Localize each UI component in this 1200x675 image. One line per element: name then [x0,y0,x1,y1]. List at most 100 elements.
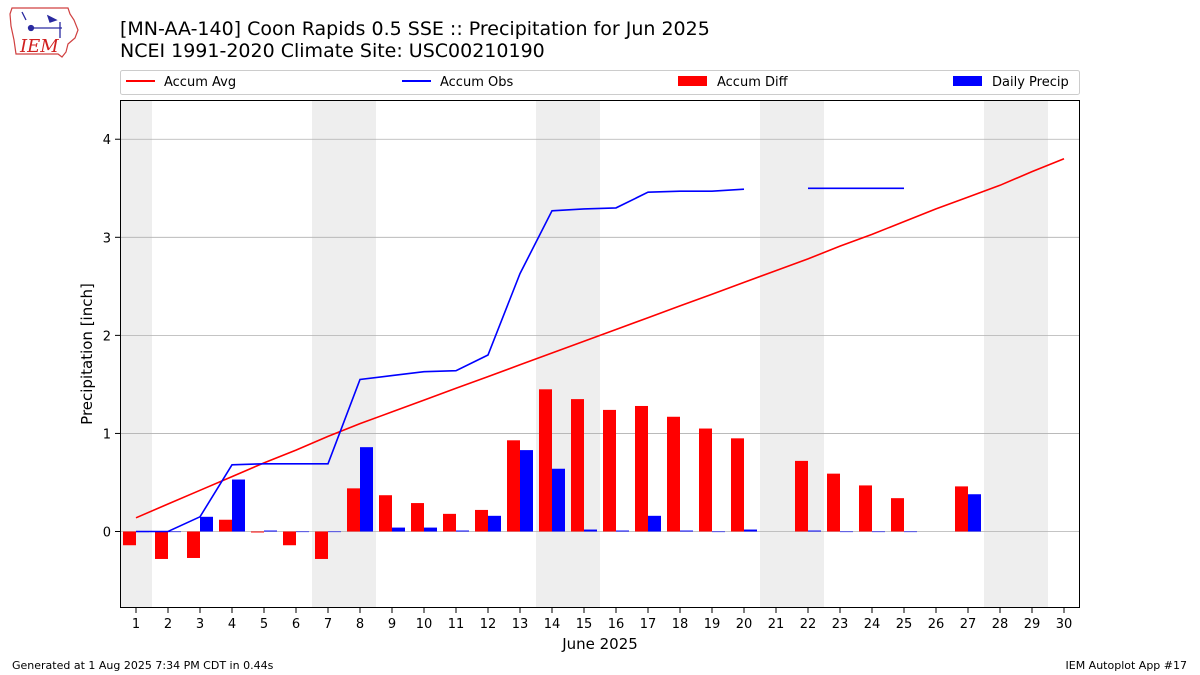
iem-logo-text: IEM [19,36,59,57]
x-tick-label: 10 [416,617,433,632]
x-axis-label: June 2025 [561,635,638,653]
daily-precip-bar [232,479,245,532]
x-tick-label: 9 [388,617,396,632]
accum-avg-line [135,158,1065,519]
y-axis-label: Precipitation [inch] [78,283,96,425]
accum-diff-bar [123,531,136,546]
legend-swatch-accum-diff [678,76,707,86]
iowa-outline-icon [9,7,79,58]
legend-frame [120,70,1080,95]
daily-precip-bar [872,531,885,533]
daily-precip-bars [136,447,981,533]
x-tick-label: 24 [864,617,881,632]
weekend-band [984,100,1048,608]
weekend-band [760,100,824,608]
x-tick-label: 16 [608,617,625,632]
legend-label-daily-precip: Daily Precip [992,75,1069,90]
legend-swatch-daily-precip [953,76,982,86]
x-tick-label: 3 [196,617,204,632]
x-tick-label: 19 [704,617,721,632]
grid-lines [120,138,1080,532]
accum-diff-bar [731,438,744,532]
footer-app: IEM Autoplot App #17 [1066,659,1188,672]
x-tick-label: 2 [164,617,172,632]
daily-precip-bar [264,530,277,532]
daily-precip-bar [392,527,405,532]
x-tick-label: 17 [640,617,657,632]
accum-diff-bar [443,513,456,532]
x-tick-label: 7 [324,617,332,632]
legend-label-accum-obs: Accum Obs [440,75,513,90]
x-axis-ticks: 1 2 3 4 5 6 7 8 9 10 11 12 13 14 15 16 17 18 19 20 21 22 23 24 2… [132,608,1072,632]
daily-precip-bar [616,530,629,532]
footer-generated: Generated at 1 Aug 2025 7:34 PM CDT in 0… [12,659,274,672]
daily-precip-bar [328,531,341,533]
weather-station-icon [21,11,62,38]
daily-precip-bar [808,530,821,532]
x-tick-label: 27 [960,617,977,632]
daily-precip-bar [712,531,725,533]
weekend-band [120,100,152,608]
x-tick-label: 11 [448,617,465,632]
x-tick-label: 25 [896,617,913,632]
x-tick-label: 14 [544,617,561,632]
weekend-shading [120,100,1048,608]
x-tick-label: 15 [576,617,593,632]
daily-precip-bar [456,530,469,532]
daily-precip-bar [424,527,437,532]
accum-diff-bar [635,405,648,532]
accum-diff-bar [603,409,616,532]
accum-diff-bar [539,389,552,532]
chart-title: [MN-AA-140] Coon Rapids 0.5 SSE :: Preci… [120,18,710,40]
x-tick-label: 28 [992,617,1009,632]
iem-logo: IEM [9,7,79,58]
daily-precip-bar [168,531,181,533]
daily-precip-bar [488,515,501,532]
accum-diff-bar [283,531,296,546]
x-tick-label: 22 [800,617,817,632]
accum-diff-bar [251,531,264,533]
daily-precip-bar [200,516,213,532]
accum-diff-bar [187,531,200,558]
accum-diff-bar [155,531,168,559]
x-tick-label: 8 [356,617,364,632]
y-tick-label: 4 [103,133,111,148]
x-tick-label: 18 [672,617,689,632]
legend-label-accum-avg: Accum Avg [164,75,236,90]
daily-precip-bar [296,531,309,533]
daily-precip-bar [904,531,917,533]
accum-diff-bar [507,440,520,532]
chart-subtitle: NCEI 1991-2020 Climate Site: USC00210190 [120,40,545,62]
accum-diff-bar [827,473,840,532]
x-tick-label: 12 [480,617,497,632]
accum-diff-bar [315,531,328,559]
daily-precip-bar [840,531,853,533]
x-tick-label: 26 [928,617,945,632]
accum-diff-bar [411,503,424,532]
accum-diff-bar [795,460,808,532]
x-tick-label: 1 [132,617,140,632]
daily-precip-bar [744,529,757,532]
accum-diff-bar [475,509,488,532]
x-tick-label: 30 [1056,617,1073,632]
accum-diff-bar [667,416,680,532]
plot-frame [120,100,1080,608]
legend: Accum Avg Accum Obs Accum Diff Daily Pre… [120,70,1080,95]
x-tick-label: 29 [1024,617,1041,632]
accum-diff-bars [123,389,968,559]
accum-diff-bar [699,428,712,532]
y-tick-label: 2 [103,329,111,344]
daily-precip-bar [648,515,661,532]
daily-precip-bar [552,468,565,532]
x-tick-label: 21 [768,617,785,632]
x-tick-label: 23 [832,617,849,632]
daily-precip-bar [520,450,533,532]
daily-precip-bar [360,447,373,532]
daily-precip-bar [584,529,597,532]
legend-label-accum-diff: Accum Diff [717,75,789,90]
accum-diff-bar [379,495,392,532]
accum-diff-bar [347,488,360,532]
accum-obs-line [136,187,904,533]
x-tick-label: 4 [228,617,236,632]
